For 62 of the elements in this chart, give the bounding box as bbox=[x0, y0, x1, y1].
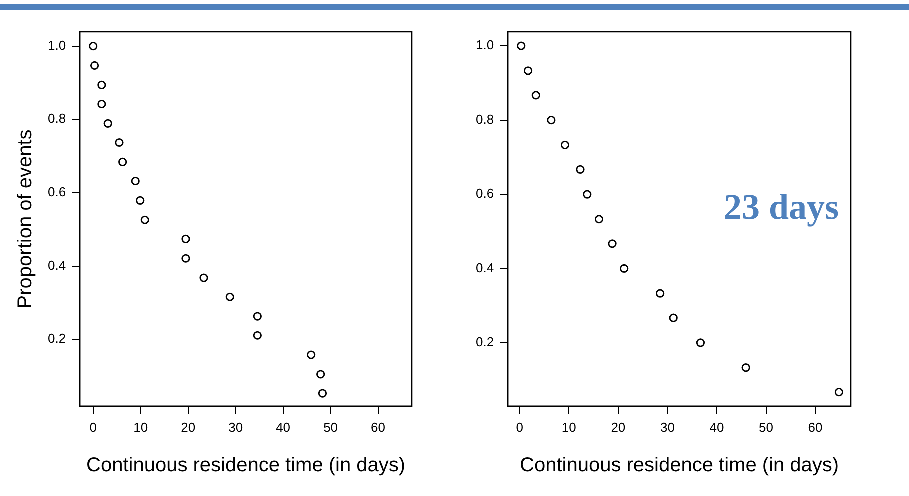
x-tick-label: 60 bbox=[808, 420, 823, 435]
point bbox=[316, 370, 326, 379]
point bbox=[98, 80, 106, 90]
point bbox=[131, 176, 140, 186]
point bbox=[226, 292, 234, 302]
x-axis-title: Continuous residence time (in days) bbox=[520, 454, 840, 477]
y-tick-label: 0.8 bbox=[48, 111, 66, 126]
y-tick-label: 0.2 bbox=[48, 331, 66, 346]
point bbox=[200, 274, 208, 282]
point bbox=[834, 388, 844, 397]
y-tick-label: 0.2 bbox=[476, 334, 494, 350]
y-tick-label: 1.0 bbox=[48, 38, 66, 53]
x-tick-label: 30 bbox=[228, 420, 244, 435]
point bbox=[696, 338, 706, 348]
point bbox=[115, 138, 124, 148]
point bbox=[118, 158, 128, 166]
point bbox=[318, 389, 328, 398]
point bbox=[560, 140, 570, 150]
point bbox=[517, 42, 526, 50]
y-tick-label: 1.0 bbox=[476, 38, 494, 53]
point bbox=[182, 254, 190, 263]
x-tick-label: 20 bbox=[611, 420, 626, 435]
point bbox=[253, 312, 262, 321]
y-axis-title: Proportion of events bbox=[14, 130, 37, 309]
point bbox=[89, 42, 98, 51]
x-tick-label: 60 bbox=[371, 420, 386, 435]
point bbox=[620, 264, 629, 274]
y-tick-label: 0.6 bbox=[476, 186, 494, 202]
x-tick-label: 50 bbox=[759, 420, 774, 435]
point bbox=[104, 119, 112, 128]
point bbox=[583, 190, 592, 199]
point bbox=[140, 216, 150, 224]
y-tick-label: 0.4 bbox=[476, 260, 494, 276]
y-tick-label: 0.8 bbox=[476, 112, 494, 127]
annotation: 23 days bbox=[724, 187, 839, 228]
point bbox=[656, 289, 665, 298]
x-tick-label: 30 bbox=[660, 420, 675, 435]
x-tick-label: 40 bbox=[276, 420, 291, 435]
point bbox=[253, 331, 262, 340]
point bbox=[307, 350, 316, 360]
x-axis-title: Continuous residence time (in days) bbox=[86, 454, 406, 477]
point bbox=[98, 100, 106, 109]
x-tick-label: 10 bbox=[562, 420, 576, 435]
x-tick-label: 10 bbox=[134, 420, 148, 435]
x-tick-label: 0 bbox=[90, 420, 97, 435]
x-tick-label: 0 bbox=[516, 420, 524, 435]
point bbox=[532, 91, 540, 100]
point bbox=[547, 116, 556, 125]
point bbox=[742, 364, 750, 372]
x-tick-label: 50 bbox=[324, 420, 338, 435]
point bbox=[576, 165, 585, 174]
x-tick-label: 20 bbox=[181, 420, 196, 435]
point bbox=[90, 61, 100, 70]
y-tick-label: 0.6 bbox=[48, 184, 66, 200]
point bbox=[136, 196, 145, 205]
point bbox=[594, 215, 604, 224]
point bbox=[524, 66, 533, 76]
point bbox=[608, 240, 617, 248]
y-tick-label: 0.4 bbox=[48, 258, 66, 273]
x-tick-label: 40 bbox=[710, 420, 724, 435]
point bbox=[182, 234, 190, 244]
point bbox=[669, 314, 678, 322]
